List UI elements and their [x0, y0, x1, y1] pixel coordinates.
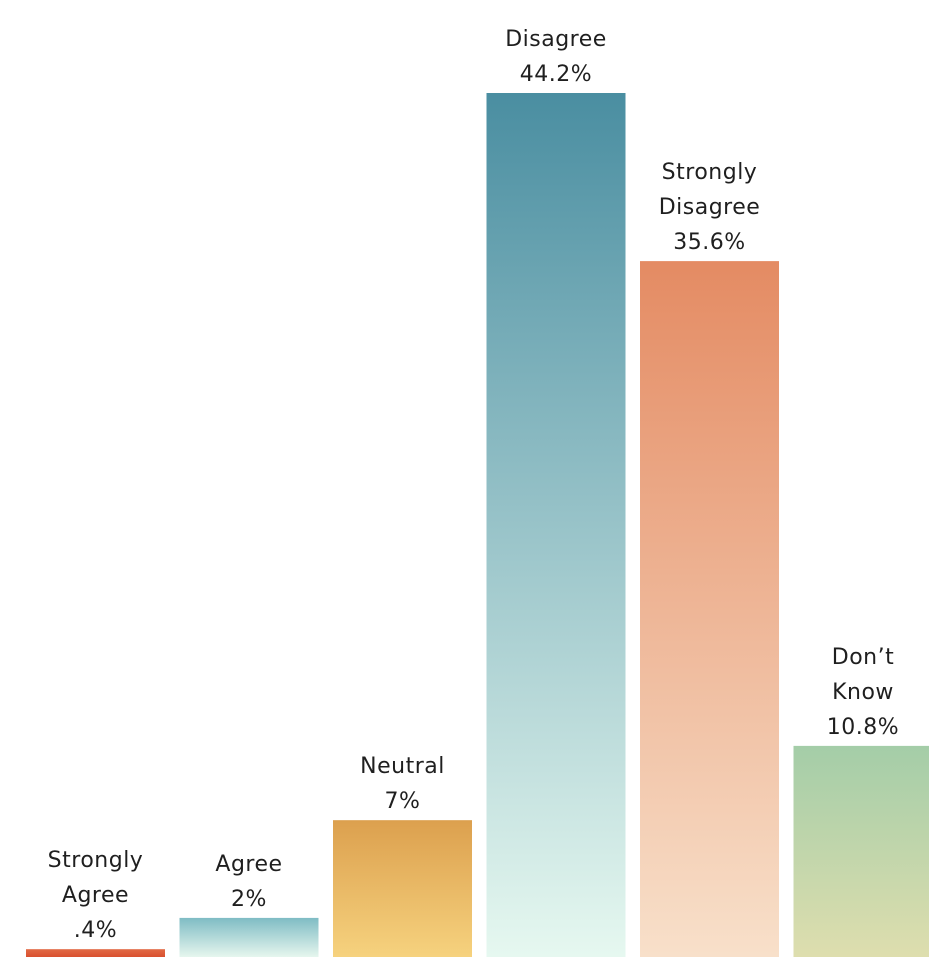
bar-strongly-agree	[26, 949, 165, 957]
bar-labels: Strongly Agree .4% Agree 2% Neutral 7% Disagree…	[48, 27, 899, 943]
value-label-don-t-know: 10.8%	[827, 715, 899, 740]
value-label-strongly-agree: .4%	[74, 918, 117, 943]
category-label-neutral: Neutral	[360, 754, 445, 779]
category-label-disagree: Disagree	[505, 27, 607, 52]
bar-strongly-disagree	[640, 261, 779, 957]
label-group-disagree: Disagree 44.2%	[505, 27, 607, 87]
label-group-strongly-disagree: Strongly Disagree 35.6%	[659, 160, 761, 255]
label-group-don-t-know: Don’t Know 10.8%	[827, 645, 899, 740]
value-label-agree: 2%	[231, 887, 267, 912]
value-label-disagree: 44.2%	[520, 62, 592, 87]
category-label-agree: Agree	[215, 852, 282, 877]
category-label-strongly-disagree: Disagree	[659, 195, 761, 220]
category-label-don-t-know: Know	[832, 680, 894, 705]
value-label-neutral: 7%	[385, 789, 421, 814]
label-group-neutral: Neutral 7%	[360, 754, 445, 814]
category-label-strongly-disagree: Strongly	[662, 160, 758, 185]
bar-don-t-know	[793, 745, 929, 957]
label-group-agree: Agree 2%	[215, 852, 282, 912]
label-group-strongly-agree: Strongly Agree .4%	[48, 848, 144, 943]
value-label-strongly-disagree: 35.6%	[673, 230, 745, 255]
bar-neutral	[333, 820, 472, 957]
category-label-strongly-agree: Strongly	[48, 848, 144, 873]
bar-disagree	[486, 93, 626, 957]
category-label-strongly-agree: Agree	[62, 883, 129, 908]
bar-agree	[179, 917, 319, 957]
category-label-don-t-know: Don’t	[832, 645, 894, 670]
bars	[26, 93, 929, 957]
